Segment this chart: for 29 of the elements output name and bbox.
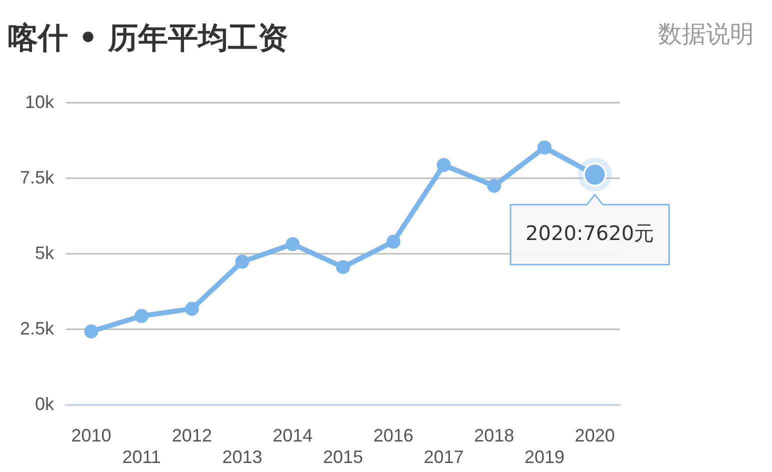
y-tick-label: 7.5k [20,167,56,188]
annotation: 2020:7620元 [526,220,654,245]
x-tick-label: 2010 [71,426,112,446]
point [436,158,451,172]
point [487,178,502,193]
x-tick-label: 2014 [272,426,313,446]
point [336,260,350,274]
x-tick-label: 2017 [424,447,464,468]
y-tick-label: 0k [35,394,56,414]
point [184,302,199,316]
x-tick-label: 2015 [322,447,364,468]
y-tick-label: 5k [35,242,56,263]
point [235,254,250,269]
chart-title: 喀什 • 历年平均工资 [8,20,288,58]
point [286,237,300,252]
text: 数据说明 [658,19,754,50]
x-tick-label: 2016 [373,426,414,446]
y-tick-label: 10k [24,92,56,112]
point [134,309,149,324]
point [386,234,400,249]
y-tick-label: 2.5k [20,318,56,338]
point [84,324,98,338]
x-tick-label: 2012 [172,426,212,446]
x-tick-label: 2019 [524,447,564,468]
x-tick-label: 2020 [574,426,615,446]
point [537,140,552,154]
x-tick-label: 2018 [474,426,514,446]
x-tick-label: 2013 [222,447,262,468]
x-tick-label: 2011 [122,447,161,468]
